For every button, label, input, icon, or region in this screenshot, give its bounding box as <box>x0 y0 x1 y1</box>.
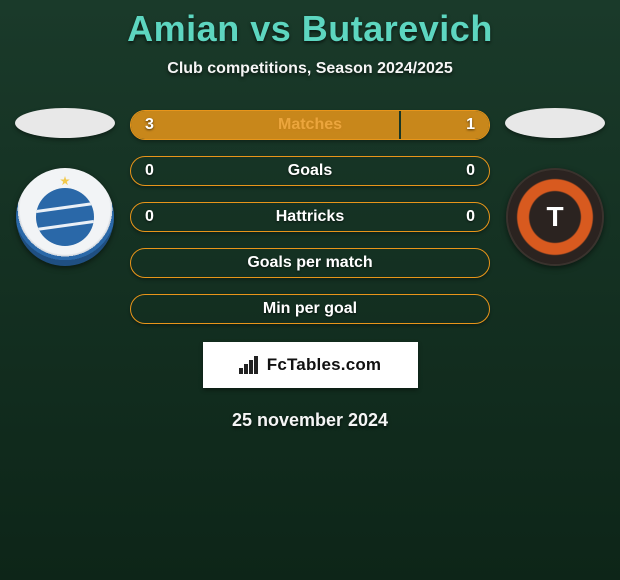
date-label: 25 november 2024 <box>0 410 620 431</box>
stat-bar: 3Matches1 <box>130 110 490 140</box>
stat-label: Hattricks <box>131 208 489 226</box>
club-badge-left-inner <box>36 188 94 246</box>
stat-bar: 0Goals0 <box>130 156 490 186</box>
stat-left-value: 0 <box>145 162 154 180</box>
player-photo-placeholder-left <box>15 108 115 138</box>
bar-chart-icon <box>239 356 261 374</box>
left-side <box>10 108 120 266</box>
brand-text: FcTables.com <box>267 355 382 375</box>
main-row: 3Matches10Goals00Hattricks0Goals per mat… <box>0 108 620 324</box>
stat-left-value: 3 <box>145 116 154 134</box>
stat-right-value: 1 <box>466 116 475 134</box>
club-badge-left <box>16 168 114 266</box>
subtitle: Club competitions, Season 2024/2025 <box>0 60 620 78</box>
stat-bar-fill-right <box>401 110 491 140</box>
stat-left-value: 0 <box>145 208 154 226</box>
comparison-card: Amian vs Butarevich Club competitions, S… <box>0 0 620 431</box>
right-side: T <box>500 108 610 266</box>
page-title: Amian vs Butarevich <box>0 8 620 50</box>
stat-bar: Goals per match <box>130 248 490 278</box>
stats-bars: 3Matches10Goals00Hattricks0Goals per mat… <box>130 110 490 324</box>
stat-label: Goals <box>131 162 489 180</box>
stat-right-value: 0 <box>466 162 475 180</box>
club-badge-right-letter: T <box>537 199 573 235</box>
club-badge-right: T <box>506 168 604 266</box>
brand-box[interactable]: FcTables.com <box>203 342 418 388</box>
stat-bar: Min per goal <box>130 294 490 324</box>
stat-bar-fill-left <box>130 110 399 140</box>
stat-label: Min per goal <box>131 300 489 318</box>
stat-label: Goals per match <box>131 254 489 272</box>
stat-bar: 0Hattricks0 <box>130 202 490 232</box>
stat-right-value: 0 <box>466 208 475 226</box>
player-photo-placeholder-right <box>505 108 605 138</box>
